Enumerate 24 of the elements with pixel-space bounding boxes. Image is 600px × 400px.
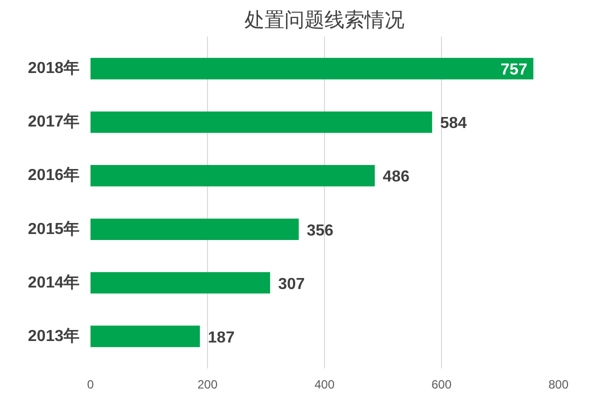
data-label: 187 [208,329,235,346]
chart-title: 处置问题线索情况 [244,8,404,32]
x-tick-label: 0 [87,378,94,392]
data-label: 584 [440,115,467,132]
data-label: 356 [306,222,334,240]
x-tick-label: 400 [314,378,335,392]
x-tick-label: 600 [431,378,452,392]
data-label: 757 [500,62,528,79]
y-tick-label: 2017年 [28,112,80,131]
y-tick-label: 2014年 [28,273,80,292]
y-tick-label: 2016年 [28,166,80,184]
bar [90,165,375,186]
bar [90,326,200,348]
data-label: 307 [278,276,305,293]
x-tick-label: 200 [197,378,218,392]
data-label: 486 [382,168,410,186]
bar [90,272,270,294]
bar [90,218,299,240]
bar [90,58,534,80]
y-tick-label: 2013年 [28,326,80,345]
y-tick-label: 2018年 [28,59,80,78]
y-tick-label: 2015年 [28,220,80,238]
x-tick-label: 800 [548,378,569,392]
bar [90,111,432,133]
